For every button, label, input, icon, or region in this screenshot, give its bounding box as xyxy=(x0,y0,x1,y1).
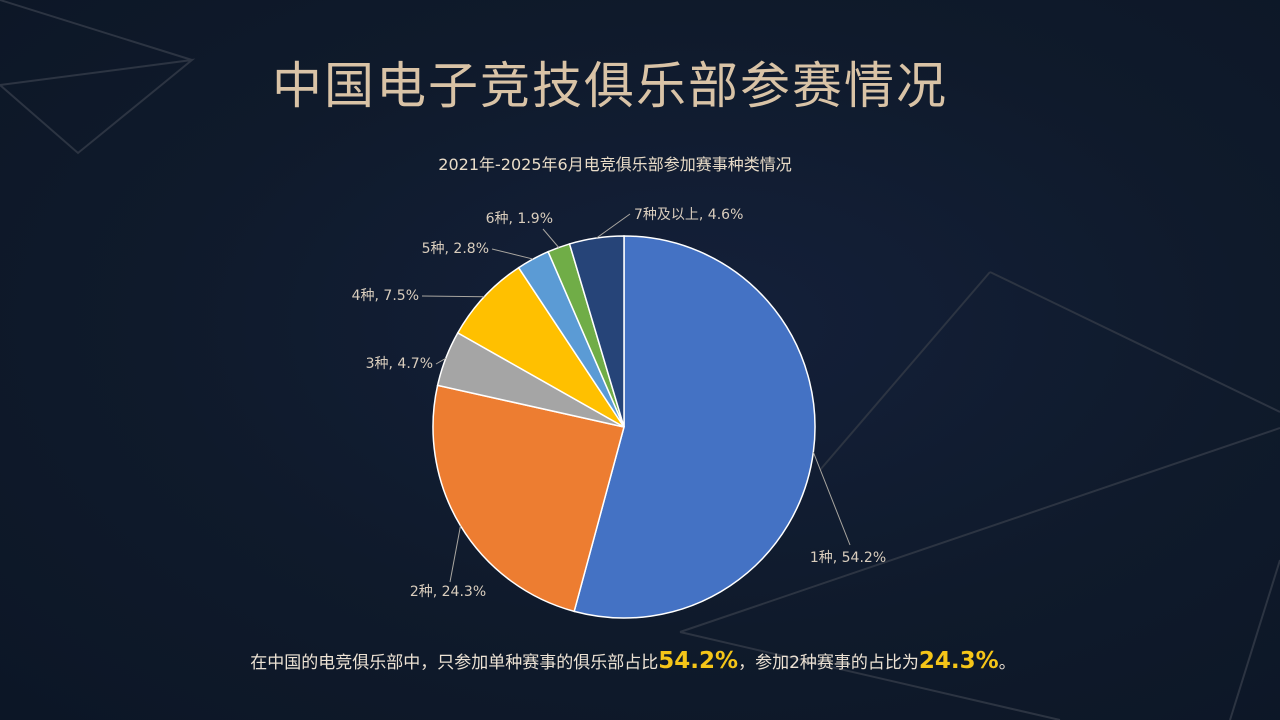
pie-slices xyxy=(432,235,816,619)
deco-line-right-3 xyxy=(679,427,1280,633)
data-label-4: 4种, 7.5% xyxy=(352,288,419,304)
caption-text-3: 。 xyxy=(998,653,1016,673)
data-label-7: 7种及以上, 4.6% xyxy=(634,207,743,223)
caption-highlight-2: 24.3% xyxy=(918,648,999,674)
chart-title: 2021年-2025年6月电竞俱乐部参加赛事种类情况 xyxy=(438,155,791,174)
leader-line-7 xyxy=(596,213,631,239)
leader-line-5 xyxy=(491,248,534,260)
summary-caption: 在中国的电竞俱乐部中，只参加单种赛事的俱乐部占比54.2%，参加2种赛事的占比为… xyxy=(0,648,1266,674)
data-labels: 1种, 54.2% 2种, 24.3% 3种, 4.7% 4种, 7.5% 5种, 2.… xyxy=(352,207,887,600)
deco-line-top-left xyxy=(0,58,196,155)
data-label-3: 3种, 4.7% xyxy=(366,356,433,372)
deco-line-top-left-2 xyxy=(0,0,193,61)
data-label-5: 5种, 2.8% xyxy=(422,241,489,257)
pie-slice-1 xyxy=(573,235,816,619)
caption-text-2: ，参加2种赛事的占比为 xyxy=(738,653,919,673)
leader-lines xyxy=(421,213,851,583)
deco-line-right-4 xyxy=(679,631,1061,720)
leader-line-1 xyxy=(812,451,851,546)
leader-line-3 xyxy=(435,357,447,365)
data-label-1: 1种, 54.2% xyxy=(810,550,886,566)
caption-highlight-1: 54.2% xyxy=(658,648,739,674)
data-label-6: 6种, 1.9% xyxy=(486,211,553,227)
pie-slice-7 xyxy=(568,235,625,428)
data-label-2: 2种, 24.3% xyxy=(410,584,486,600)
leader-line-4 xyxy=(421,295,485,298)
caption-text-1: 在中国的电竞俱乐部中，只参加单种赛事的俱乐部占比 xyxy=(250,653,659,673)
deco-line-right-1 xyxy=(989,271,1280,413)
page-title: 中国电子竞技俱乐部参赛情况 xyxy=(272,57,948,115)
leader-line-6 xyxy=(542,228,560,248)
leader-line-2 xyxy=(449,525,462,583)
deco-line-right-2 xyxy=(819,271,991,471)
deco-line-right-5 xyxy=(1229,559,1280,720)
